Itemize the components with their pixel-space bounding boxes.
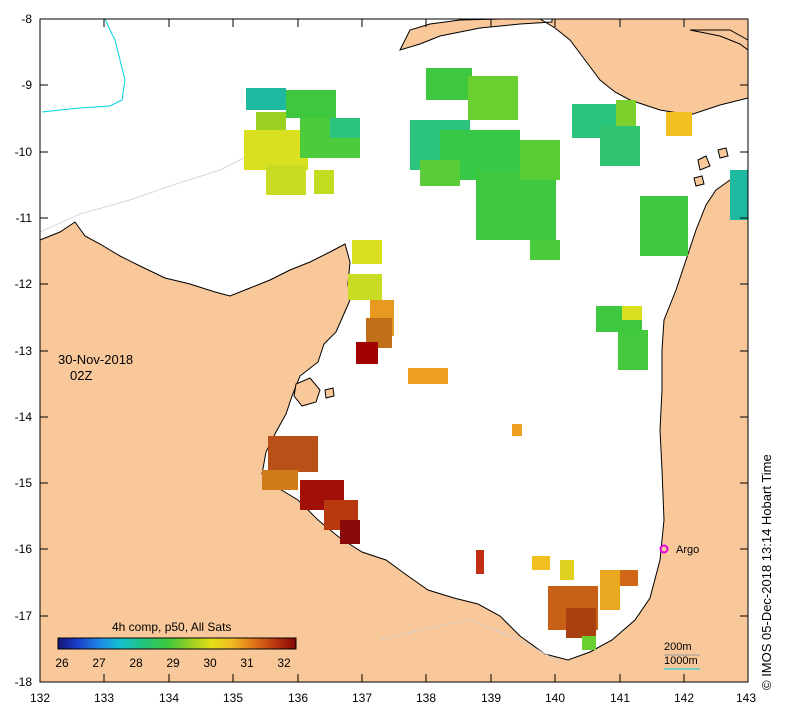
y-tick-label: -17	[15, 609, 33, 623]
land-island-groote	[293, 377, 321, 407]
land-island-torres-3	[693, 175, 705, 187]
contour-1000m	[41, 18, 126, 113]
x-tick-label: 137	[352, 691, 372, 705]
colorbar-title: 4h comp, p50, All Sats	[112, 620, 231, 634]
argo-float-icon[interactable]	[659, 544, 669, 554]
sst-patch	[420, 160, 460, 186]
sst-patch	[314, 170, 334, 194]
sst-pixels	[244, 68, 748, 650]
sst-patch	[582, 636, 596, 650]
y-tick-label: -16	[15, 542, 33, 556]
contour-200m-b	[379, 619, 561, 663]
y-tick-label: -8	[21, 12, 32, 26]
x-tick-label: 133	[94, 691, 114, 705]
sst-patch	[512, 424, 522, 436]
sst-patch	[560, 560, 574, 580]
land-island-small	[324, 387, 335, 399]
sst-patch	[408, 368, 448, 384]
x-tick-label: 139	[481, 691, 501, 705]
x-tick-label: 132	[30, 691, 50, 705]
sst-patch	[640, 196, 688, 256]
y-tick-label: -15	[15, 476, 33, 490]
sst-patch	[666, 112, 692, 136]
sst-patch	[352, 240, 382, 264]
colorbar-tick-label: 29	[166, 656, 180, 670]
sst-patch	[330, 118, 360, 138]
sst-patch	[620, 570, 638, 586]
x-tick-label: 141	[610, 691, 630, 705]
land-island-torres-1	[697, 155, 711, 171]
x-tick-label: 143	[736, 691, 756, 705]
x-tick-label: 140	[545, 691, 565, 705]
sst-patch	[600, 570, 620, 610]
contour-legend: 200m 1000m	[664, 641, 700, 670]
y-axis-labels: -8 -9 -10 -11 -12 -13 -14 -15 -16 -17 -1…	[15, 12, 33, 689]
contours	[39, 18, 561, 663]
tick-marks	[39, 18, 749, 683]
y-tick-label: -13	[15, 344, 33, 358]
sst-patch	[530, 240, 560, 260]
argo-marker[interactable]: Argo	[659, 544, 700, 556]
sst-patch	[286, 90, 336, 118]
sst-patch	[532, 556, 550, 570]
time-label: 02Z	[70, 368, 92, 383]
sst-patch	[730, 170, 748, 220]
sst-patch	[622, 306, 642, 320]
y-tick-label: -10	[15, 145, 33, 159]
sst-patch	[476, 170, 556, 240]
argo-label: Argo	[676, 544, 699, 556]
sst-patch	[520, 140, 560, 180]
x-tick-label: 142	[674, 691, 694, 705]
land-island-torres-2	[717, 147, 729, 159]
colorbar-tick-label: 26	[55, 656, 69, 670]
colorbar-tick-label: 30	[203, 656, 217, 670]
sst-patch	[566, 608, 596, 638]
sst-patch	[266, 165, 306, 195]
sst-patch	[356, 342, 378, 364]
contour-200-label: 200m	[664, 641, 692, 653]
x-axis-labels: 132 133 134 135 136 137 138 139 140 141 …	[30, 691, 756, 705]
sst-patch	[468, 76, 518, 120]
sst-patch	[618, 330, 648, 370]
y-tick-label: -11	[16, 211, 33, 225]
date-label: 30-Nov-2018	[58, 352, 133, 367]
credit-text: © IMOS 05-Dec-2018 13:14 Hobart Time	[759, 454, 774, 690]
x-tick-label: 135	[223, 691, 243, 705]
contour-200m-a	[39, 149, 261, 233]
colorbar-tick-label: 31	[240, 656, 254, 670]
colorbar-gradient	[57, 637, 297, 650]
sst-patch	[262, 470, 298, 490]
colorbar-tick-label: 28	[129, 656, 143, 670]
sst-patch	[340, 520, 360, 544]
colorbar-tick-label: 32	[277, 656, 291, 670]
x-tick-label: 134	[159, 691, 179, 705]
y-tick-label: -18	[15, 675, 33, 689]
colorbar: 4h comp, p50, All Sats 26 27 28 29 30 31…	[55, 620, 297, 670]
sst-patch	[616, 100, 636, 126]
sst-patch	[246, 88, 286, 110]
y-tick-label: -14	[15, 410, 33, 424]
colorbar-ticks: 26 27 28 29 30 31 32	[55, 656, 291, 670]
y-tick-label: -12	[15, 277, 33, 291]
land-masses	[39, 18, 749, 683]
x-tick-label: 136	[288, 691, 308, 705]
sst-patch	[600, 126, 640, 166]
x-tick-label: 138	[416, 691, 436, 705]
sst-patch	[348, 274, 382, 300]
land-australia	[39, 169, 749, 683]
colorbar-tick-label: 27	[92, 656, 106, 670]
sst-patch	[476, 550, 484, 574]
sst-patch	[244, 130, 308, 170]
sst-patch	[426, 68, 472, 100]
sst-patch	[268, 436, 318, 472]
y-tick-label: -9	[21, 78, 32, 92]
contour-1000-label: 1000m	[664, 655, 698, 667]
